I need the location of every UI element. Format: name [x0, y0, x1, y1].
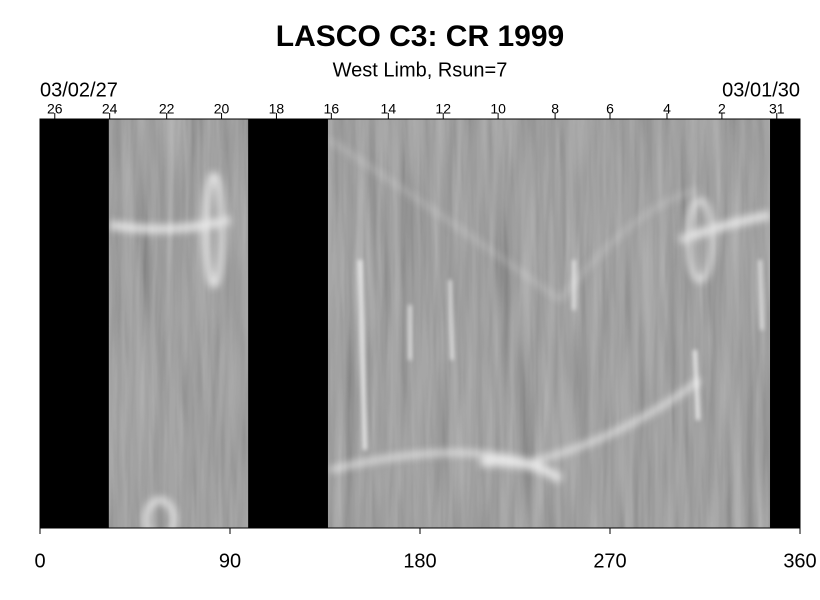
top-tick-label: 6 — [606, 101, 614, 117]
data-gap — [40, 119, 109, 528]
x-tick-label: 90 — [219, 550, 241, 572]
x-tick-label: 0 — [34, 550, 45, 572]
top-tick-label: 2 — [718, 101, 726, 117]
top-tick-label: 8 — [551, 101, 559, 117]
map-image — [40, 119, 800, 528]
chart-title: LASCO C3: CR 1999 — [276, 20, 564, 53]
top-tick-label: 18 — [269, 101, 285, 117]
top-tick-label: 31 — [769, 101, 785, 117]
x-tick-label: 270 — [593, 550, 626, 572]
top-tick-label: 12 — [435, 101, 451, 117]
x-tick-label: 360 — [783, 550, 816, 572]
top-tick-label: 14 — [381, 101, 397, 117]
data-gap — [248, 119, 328, 528]
top-tick-label: 4 — [663, 101, 671, 117]
start-date: 03/02/27 — [40, 79, 118, 101]
top-tick-label: 22 — [159, 101, 175, 117]
end-date: 03/01/30 — [722, 79, 800, 101]
top-tick-label: 16 — [324, 101, 340, 117]
chart-subtitle: West Limb, Rsun=7 — [333, 59, 508, 81]
top-tick-label: 10 — [490, 101, 506, 117]
data-gaps — [40, 119, 800, 528]
top-tick-label: 20 — [214, 101, 230, 117]
data-gap — [770, 119, 800, 528]
x-tick-label: 180 — [403, 550, 436, 572]
top-tick-label: 24 — [102, 101, 118, 117]
top-tick-label: 26 — [47, 101, 63, 117]
